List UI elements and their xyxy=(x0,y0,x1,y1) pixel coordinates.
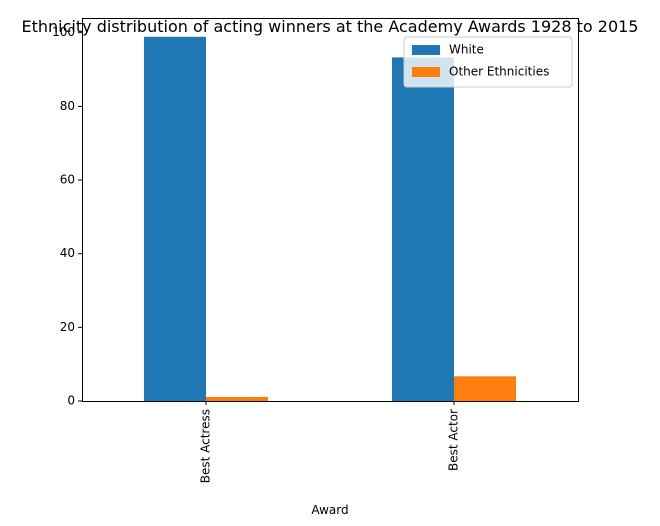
x-axis-label: Award xyxy=(311,503,348,517)
y-axis: 0 20 40 60 80 100 xyxy=(52,25,82,408)
bars xyxy=(144,36,516,402)
legend-box xyxy=(403,36,573,88)
bar-white-best-actress xyxy=(144,36,206,401)
plot-frame xyxy=(82,18,579,402)
x-tick-label: Best Actress xyxy=(199,409,213,483)
legend-label: White xyxy=(449,43,484,57)
y-tick-label: 100 xyxy=(52,25,75,39)
x-axis: Best Actress Best Actor xyxy=(199,401,461,483)
bar-other-ethnicities-best-actor xyxy=(454,376,516,401)
y-tick-label: 0 xyxy=(67,394,75,408)
legend-swatch xyxy=(412,67,440,77)
y-tick-label: 20 xyxy=(60,320,75,334)
legend-label: Other Ethnicities xyxy=(449,65,549,79)
chart-title: Ethnicity distribution of acting winners… xyxy=(22,17,639,36)
bar-other-ethnicities-best-actress xyxy=(206,396,268,401)
y-tick-label: 40 xyxy=(60,246,75,260)
x-tick-label: Best Actor xyxy=(447,409,461,471)
legend-swatch xyxy=(412,45,440,55)
y-tick-label: 60 xyxy=(60,173,75,187)
legend: White Other Ethnicities xyxy=(403,36,573,88)
bar-white-best-actor xyxy=(392,57,454,402)
y-tick-label: 80 xyxy=(60,99,75,113)
